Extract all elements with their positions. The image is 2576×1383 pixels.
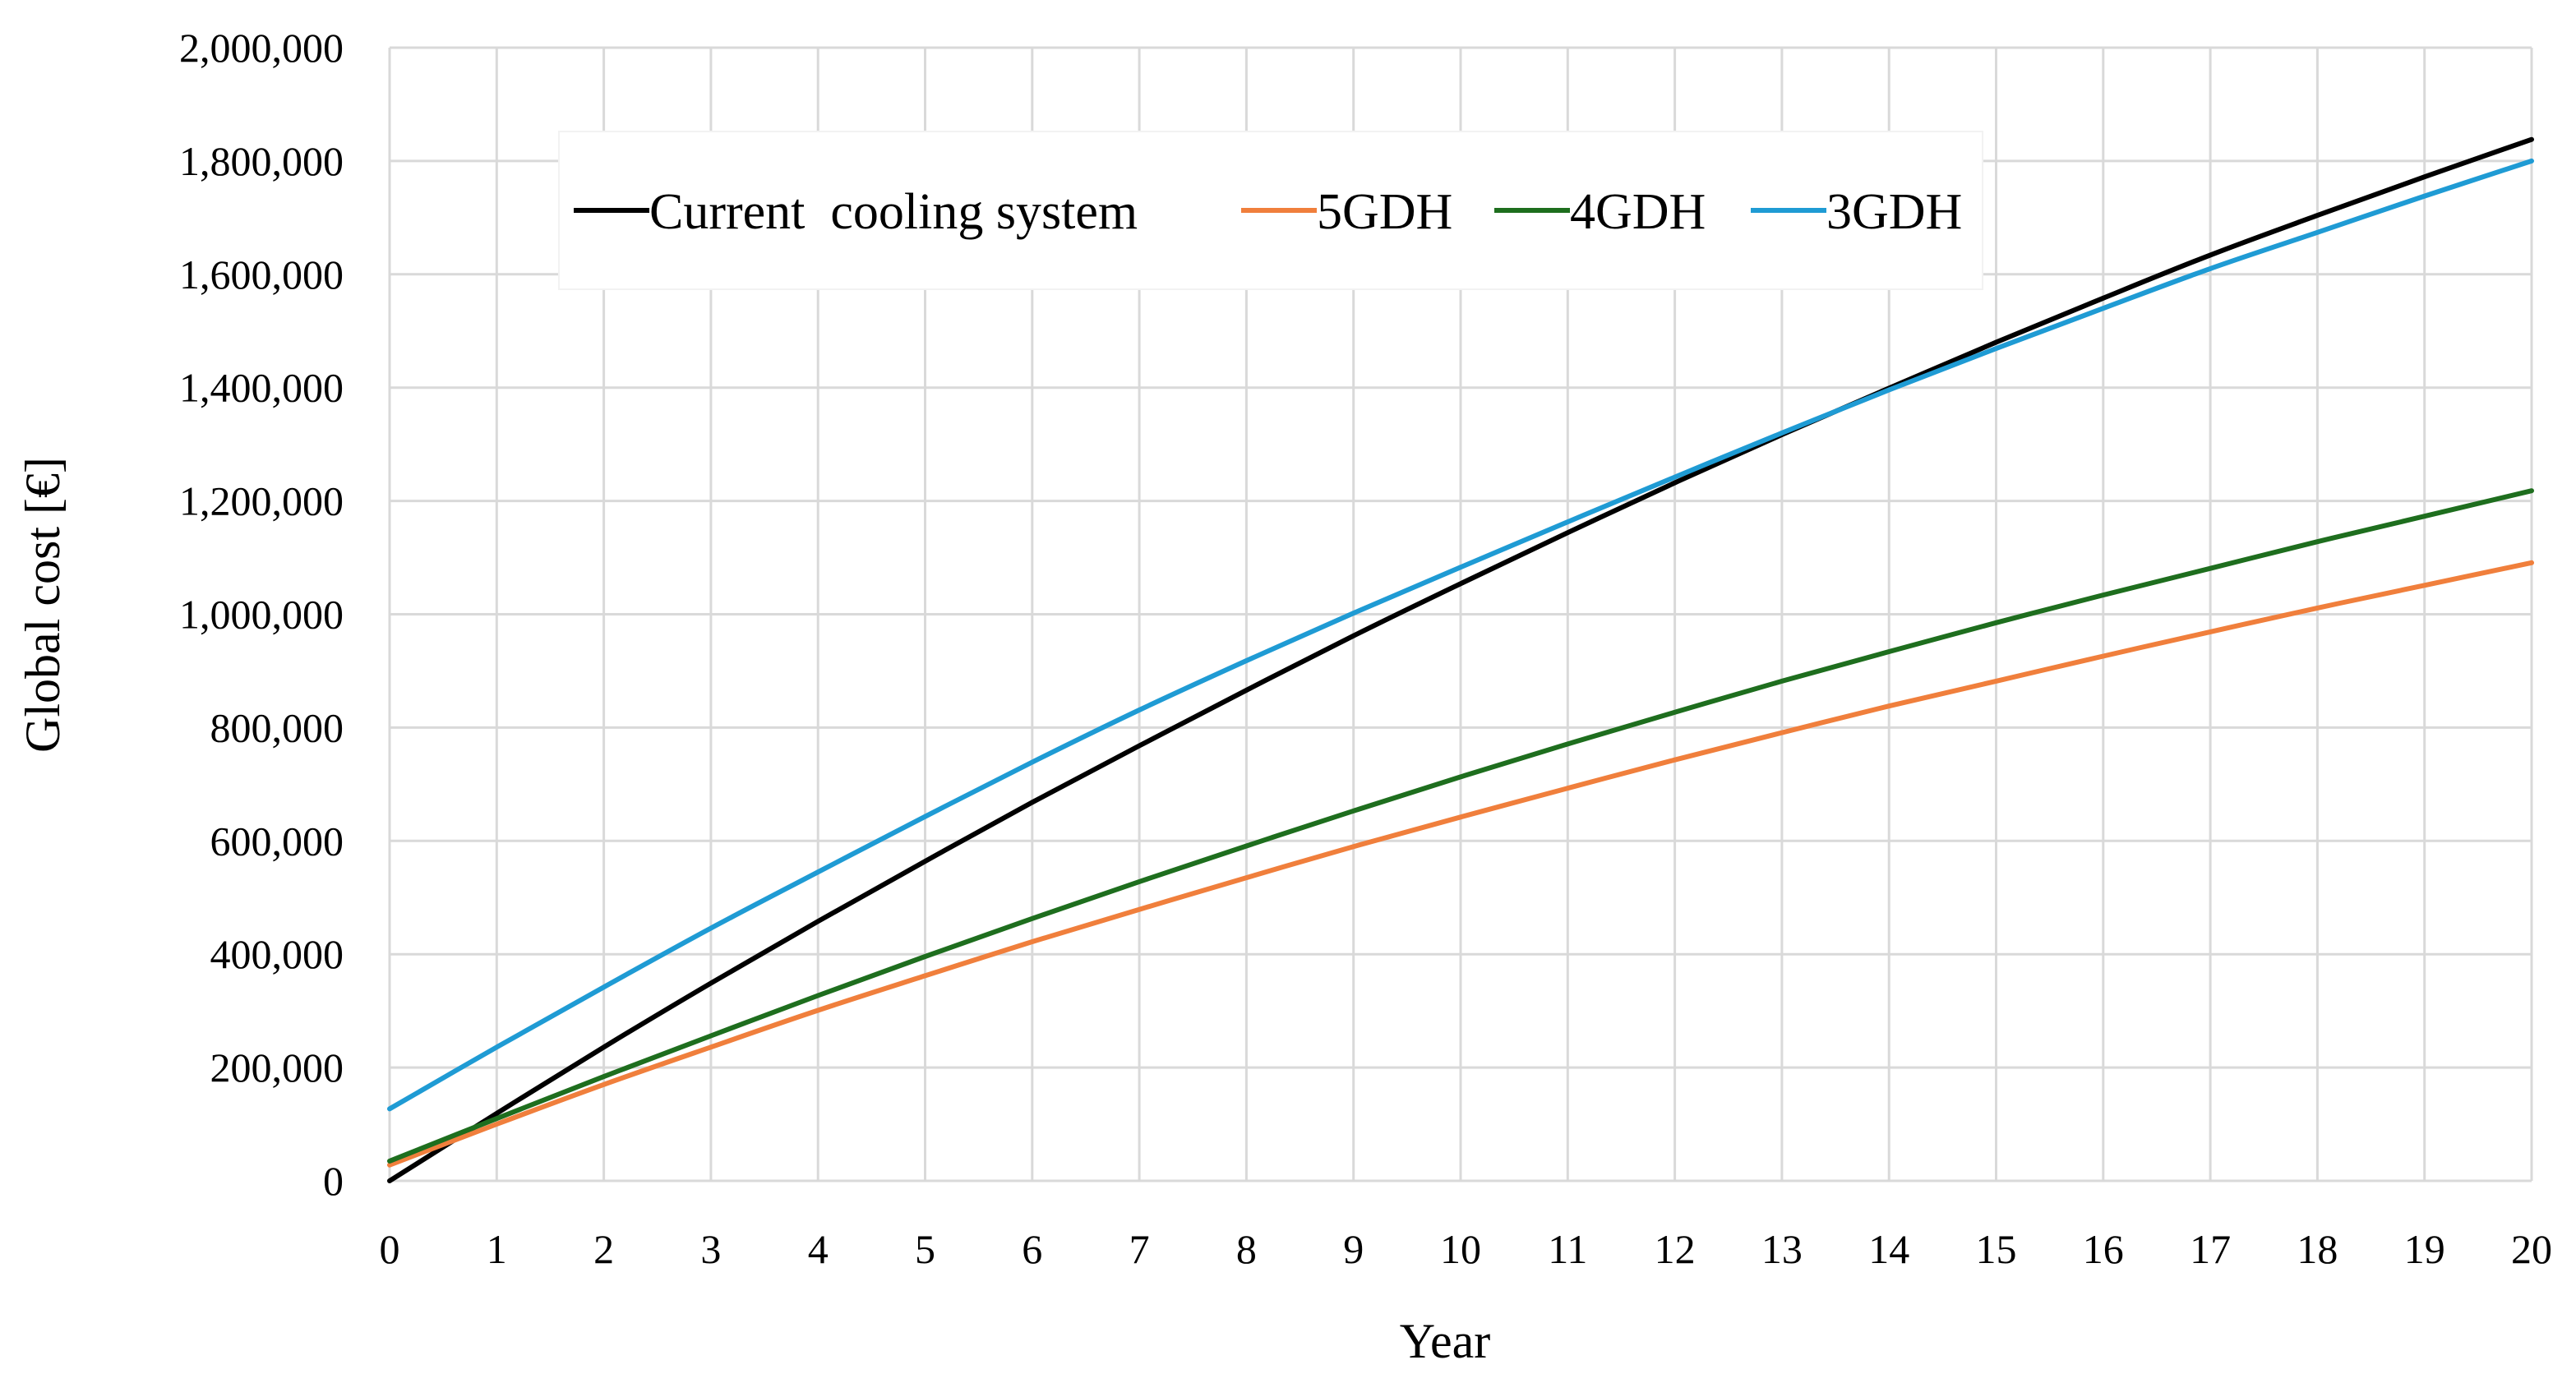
x-tick-label: 1 bbox=[487, 1226, 507, 1272]
x-tick-label: 13 bbox=[1761, 1226, 1803, 1272]
legend-label: 4GDH bbox=[1570, 184, 1706, 240]
x-tick-label: 5 bbox=[915, 1226, 935, 1272]
legend: Current cooling system 5GDH 4GDH 3GDH bbox=[558, 131, 1983, 290]
x-axis-title: Year bbox=[1400, 1314, 1491, 1368]
series-line-3 bbox=[387, 158, 2534, 1112]
x-tick-label: 7 bbox=[1129, 1226, 1150, 1272]
x-tick-label: 9 bbox=[1343, 1226, 1364, 1272]
y-tick-label: 1,200,000 bbox=[179, 478, 344, 524]
x-tick-label: 11 bbox=[1548, 1226, 1587, 1272]
x-tick-label: 20 bbox=[2511, 1226, 2552, 1272]
y-tick-label: 1,600,000 bbox=[179, 251, 344, 297]
y-tick-label: 1,800,000 bbox=[179, 138, 344, 184]
x-tick-label: 18 bbox=[2297, 1226, 2338, 1272]
y-tick-label: 1,400,000 bbox=[179, 365, 344, 411]
x-tick-label: 2 bbox=[593, 1226, 614, 1272]
y-axis-tick-labels: 0 200,000 400,000 600,000 800,000 1,000,000 1,… bbox=[179, 25, 344, 1204]
y-tick-label: 0 bbox=[323, 1158, 344, 1204]
x-tick-label: 19 bbox=[2404, 1226, 2445, 1272]
legend-label: Current cooling system bbox=[649, 184, 1138, 240]
x-axis-tick-labels: 0 1 2 3 4 5 6 7 8 9 10 11 12 13 14 15 16 17 18 19 20 bbox=[380, 1226, 2553, 1272]
x-tick-label: 4 bbox=[808, 1226, 829, 1272]
series-lines bbox=[387, 136, 2534, 1183]
x-tick-label: 16 bbox=[2083, 1226, 2124, 1272]
x-tick-label: 6 bbox=[1022, 1226, 1042, 1272]
legend-items: Current cooling system 5GDH 4GDH 3GDH bbox=[574, 184, 1962, 240]
series-line-2 bbox=[387, 488, 2534, 1164]
x-tick-label: 17 bbox=[2190, 1226, 2231, 1272]
x-tick-label: 8 bbox=[1236, 1226, 1257, 1272]
x-tick-label: 12 bbox=[1655, 1226, 1696, 1272]
series-line-0 bbox=[387, 136, 2534, 1183]
x-tick-label: 10 bbox=[1440, 1226, 1481, 1272]
y-axis-title: Global cost [€] bbox=[16, 457, 70, 753]
x-tick-label: 0 bbox=[380, 1226, 400, 1272]
y-tick-label: 400,000 bbox=[210, 931, 344, 977]
x-tick-label: 15 bbox=[1976, 1226, 2017, 1272]
y-tick-label: 800,000 bbox=[210, 704, 344, 750]
legend-label: 5GDH bbox=[1317, 184, 1452, 240]
x-tick-label: 3 bbox=[700, 1226, 721, 1272]
y-tick-label: 2,000,000 bbox=[179, 25, 344, 71]
series-line-1 bbox=[387, 560, 2534, 1168]
y-tick-label: 1,000,000 bbox=[179, 592, 344, 638]
x-tick-label: 14 bbox=[1868, 1226, 1909, 1272]
legend-label: 3GDH bbox=[1826, 184, 1962, 240]
y-tick-label: 600,000 bbox=[210, 818, 344, 864]
y-tick-label: 200,000 bbox=[210, 1044, 344, 1090]
